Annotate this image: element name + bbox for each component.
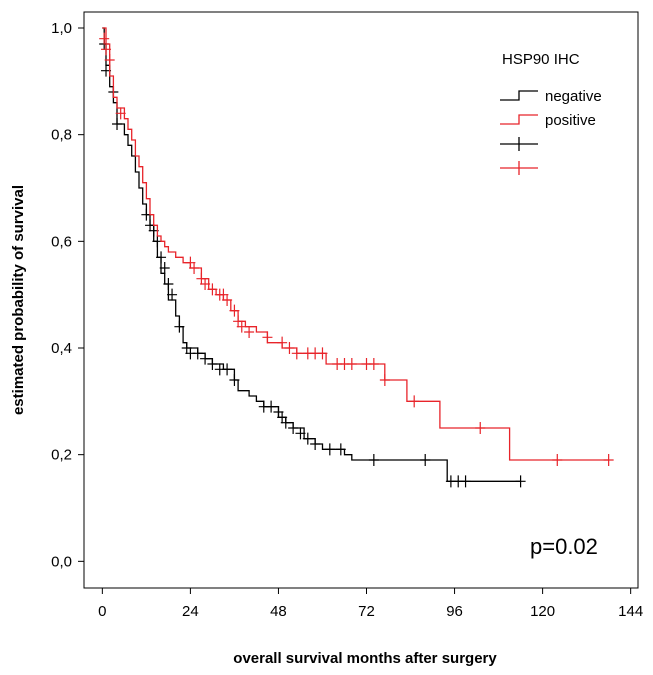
negative-censor-mark (192, 347, 203, 360)
negative-censor-mark (174, 320, 185, 333)
negative-censor-mark (460, 475, 471, 488)
negative-censor-mark (288, 422, 299, 434)
positive-censor-mark (115, 107, 126, 120)
series-positive (99, 27, 614, 466)
negative-censor-mark (280, 416, 291, 429)
negative-censor-mark (163, 278, 174, 290)
p-value-annotation: p=0.02 (530, 534, 598, 559)
positive-censor-mark (317, 347, 328, 360)
y-tick-label: 0,8 (51, 127, 72, 144)
negative-censor-mark (515, 475, 526, 488)
legend-line-swatch (500, 90, 538, 101)
y-tick-label: 0,6 (51, 233, 72, 250)
negative-censor-mark (222, 363, 233, 376)
x-tick-label: 0 (98, 603, 106, 620)
series-layer (99, 27, 614, 488)
y-tick-label: 0,0 (51, 553, 72, 570)
positive-censor-mark (552, 454, 563, 466)
positive-censor-mark (244, 326, 255, 338)
legend-label: positive (545, 112, 596, 129)
positive-censor-mark (368, 358, 379, 370)
legend-censor-swatch (500, 161, 538, 175)
positive-censor-mark (222, 294, 233, 306)
legend-entry (500, 161, 538, 175)
legend-line-swatch (500, 114, 538, 125)
positive-censor-mark (346, 358, 357, 370)
negative-censor-mark (302, 432, 313, 445)
negative-censor-mark (335, 443, 346, 456)
positive-censor-mark (229, 304, 240, 317)
negative-censor-mark (112, 118, 123, 130)
y-tick-label: 0,2 (51, 447, 72, 464)
negative-censor-mark (207, 358, 218, 370)
negative-censor-mark (167, 288, 178, 301)
negative-censor-mark (159, 262, 170, 274)
positive-censor-mark (603, 454, 614, 466)
x-tick-label: 48 (270, 603, 287, 620)
positive-censor-mark (284, 342, 295, 354)
legend-entry: negative (500, 88, 602, 105)
x-axis: 0 24 48 72 96 120 144 (98, 588, 643, 620)
x-tick-label: 96 (446, 603, 463, 620)
y-axis: 0,0 0,2 0,4 0,6 0,8 1,0 (51, 20, 84, 570)
negative-censor-mark (368, 454, 379, 466)
positive-censor-mark (475, 422, 486, 434)
legend-censor-swatch (500, 137, 538, 151)
legend-label: negative (545, 88, 602, 105)
negative-censor-mark (295, 427, 306, 440)
x-tick-label: 120 (530, 603, 555, 620)
positive-censor-mark (277, 336, 288, 349)
positive-censor-mark (189, 262, 200, 274)
legend-entry: positive (500, 112, 596, 129)
x-tick-label: 144 (618, 603, 643, 620)
positive-censor-mark (207, 283, 218, 296)
y-tick-label: 0,4 (51, 340, 72, 357)
positive-censor-mark (379, 374, 390, 386)
positive-censor-mark (236, 320, 247, 333)
negative-censor-mark (420, 454, 431, 466)
x-tick-label: 24 (182, 603, 199, 620)
negative-censor-mark (324, 443, 335, 456)
negative-censor-mark (266, 400, 277, 413)
positive-censor-mark (200, 278, 211, 290)
legend-title: HSP90 IHC (502, 51, 580, 68)
negative-censor-mark (200, 352, 211, 365)
y-axis-title: estimated probability of survival (10, 185, 27, 415)
negative-censor-mark (156, 251, 167, 264)
x-axis-title: overall survival months after surgery (233, 650, 497, 667)
positive-censor-mark (99, 32, 110, 45)
positive-censor-mark (104, 54, 115, 66)
positive-censor-mark (101, 43, 112, 56)
negative-censor-mark (229, 374, 240, 386)
negative-censor-mark (310, 438, 321, 450)
legend: HSP90 IHC negative positive (500, 51, 602, 175)
positive-censor-mark (262, 331, 273, 344)
y-tick-label: 1,0 (51, 20, 72, 37)
positive-censor-mark (409, 395, 420, 408)
x-tick-label: 72 (358, 603, 375, 620)
positive-censor-mark (291, 347, 302, 360)
legend-entry (500, 137, 538, 151)
